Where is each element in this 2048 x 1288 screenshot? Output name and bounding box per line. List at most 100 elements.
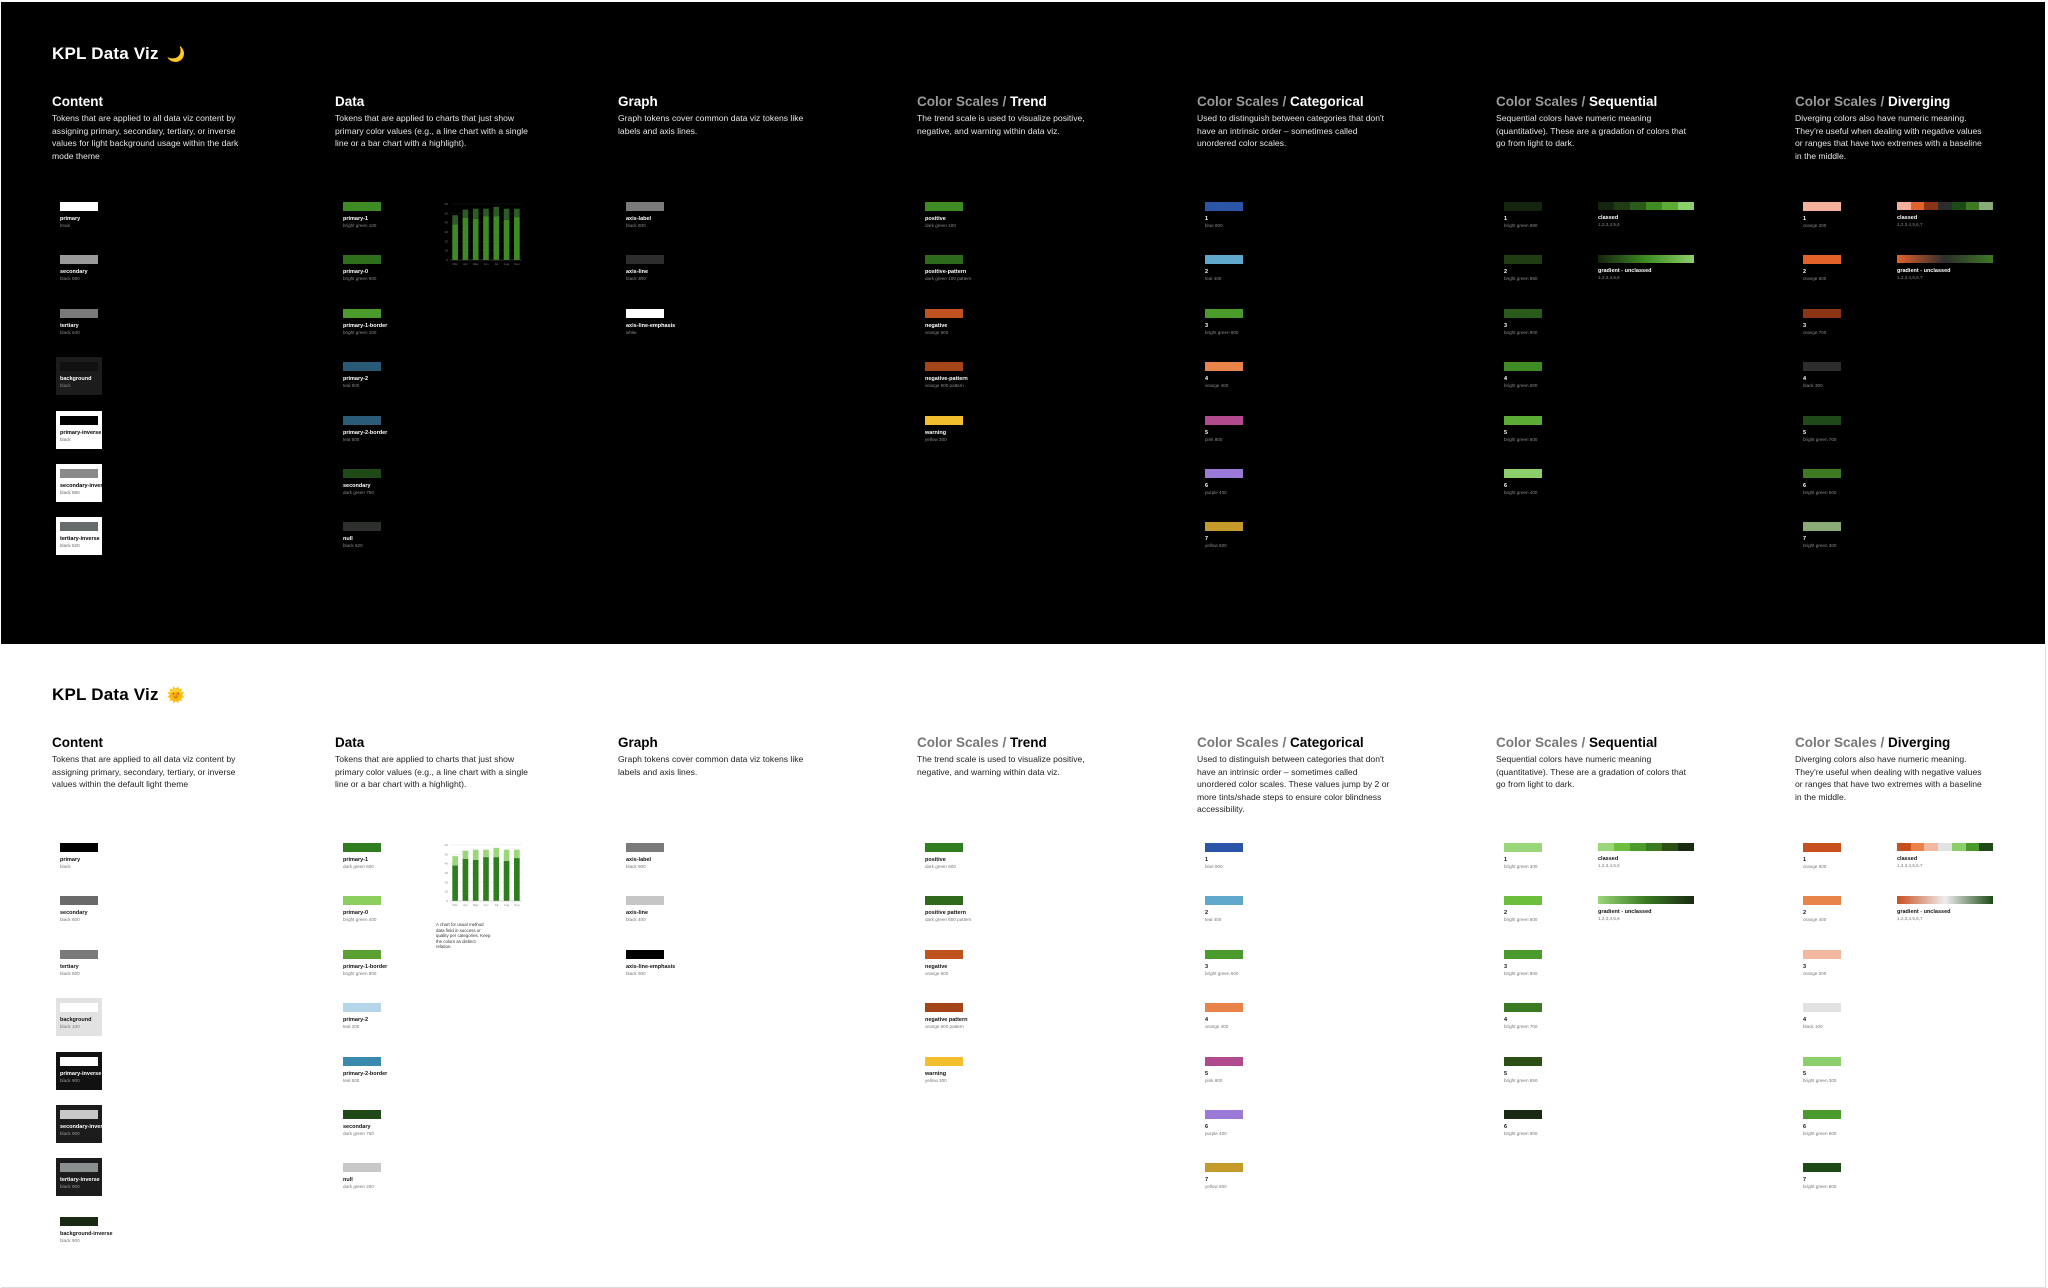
token-name: 1 [1205,216,1209,222]
sample-bar-chart: 0 10 20 30 40 50 60 Mar Apr May Jun Jul Aug Sep [445,202,522,266]
y-tick-label: 40 [445,862,449,866]
x-tick-label: Jul [494,262,498,266]
scale-step [1951,843,1966,851]
color-swatch [1205,1110,1243,1119]
token-data-1: primary-0 bright green 400 [343,896,453,922]
token-diverging-4: 5 bright green 300 [1803,1056,1913,1083]
token-name: secondary [60,269,88,276]
heading-text: Categorical [1290,735,1364,750]
token-value: bright green 400 [1504,490,1538,495]
token-name: secondary [60,910,88,917]
token-value: bright green 700 [1803,436,1837,442]
scale-sequential-1: gradient - unclassed 1,2,3,4,5,6 [1598,255,1694,280]
token-name: null [343,1177,353,1184]
token-name: 5 [1803,429,1807,436]
token-name: 4 [1803,1017,1807,1024]
token-diverging-1: 2 orange 400 [1803,896,1913,922]
token-value: black 800 [626,223,646,228]
token-trend-4: warning yellow 300 [925,1056,1035,1083]
color-swatch [60,843,98,852]
bar-segment [493,216,500,260]
token-value: bright green 600 [1504,383,1538,389]
token-categorical-6: 7 yellow 600 [1205,1163,1315,1189]
token-name: negative [925,322,948,329]
token-value: black 600 [60,917,80,923]
color-swatch [1504,1110,1542,1119]
bar-segment [493,847,500,858]
scale-step [1598,202,1614,210]
token-categorical-5: 6 purple 400 [1205,1110,1315,1136]
x-tick-label: Aug [504,262,510,266]
token-name: secondary [343,483,371,489]
token-value: black [60,383,71,389]
token-name: 7 [1803,1177,1807,1184]
token-name: 5 [1504,1070,1508,1077]
light-theme-board: KPL Data Viz 🌞 Content Tokens that are a… [1,647,2046,1288]
token-content-3: background black 100 [56,998,102,1037]
color-swatch [1504,415,1542,425]
token-name: 4 [1803,376,1807,383]
token-value: bright green 300 [1803,543,1837,549]
color-swatch [1205,1056,1243,1066]
x-tick-label: Apr [463,262,468,266]
color-swatch [1205,1003,1243,1013]
color-swatch [1205,255,1243,265]
token-name: primary-1 [343,216,369,222]
token-value: blue 600 [1205,223,1223,228]
color-swatch [626,202,664,211]
token-sequential-2: 3 bright green 800 [1504,949,1614,976]
token-name: primary-inverse [60,429,102,436]
x-tick-label: Mar [453,903,458,907]
token-name: warning [925,429,947,436]
token-value: orange 200 [1803,970,1827,976]
color-swatch [1504,469,1542,478]
token-name: primary [60,216,81,222]
token-content-5: secondary-inverse black 880 [56,464,109,502]
token-name: primary-2-border [343,429,388,436]
token-categorical-1: 2 teal 400 [1205,255,1315,281]
color-swatch [925,255,963,265]
token-value: bright green 100 [343,223,377,228]
scale-bar [1598,202,1694,210]
token-sequential-1: 2 bright green 500 [1504,896,1614,922]
color-swatch [1205,949,1243,959]
scale-step [1910,843,1925,851]
color-swatch [925,202,963,211]
color-swatch [1504,308,1542,318]
scale-step [1646,843,1662,851]
scale-bar [1897,202,1994,210]
color-swatch [343,1163,381,1173]
heading-text: Trend [1010,735,1047,750]
scale-step [1646,202,1662,210]
token-value: pink 800 [1205,436,1223,442]
token-value: dark green 750 [343,1131,374,1136]
color-swatch [1205,469,1243,478]
scale-sequential-0: classed 1,2,3,4,5,6 [1598,843,1694,868]
token-name: 4 [1205,1017,1209,1024]
token-sequential-3: 4 bright green 600 [1504,362,1614,388]
token-value: dark green 100 pattern [925,276,972,282]
token-value: teal 600 [343,436,360,442]
sample-bar-chart: 0 10 20 30 40 50 60 Mar Apr May Jun Jul Aug Sep [445,843,522,907]
token-name: 5 [1803,1070,1807,1077]
scale-step [1924,202,1939,210]
column-description: Tokens that are applied to all data viz … [52,754,236,789]
token-name: 2 [1205,910,1209,917]
token-graph-0: axis-label black 800 [626,202,736,228]
color-swatch [1205,1163,1243,1173]
token-categorical-0: 1 blue 800 [1205,843,1315,869]
heading-prefix: Color Scales / [1197,735,1291,750]
bar-segment [462,850,469,859]
token-trend-1: positive-pattern dark green 100 pattern [925,255,1035,281]
scale-step [1662,202,1678,210]
token-name: tertiary [60,322,79,329]
token-value: bright green 880 [1504,276,1538,282]
token-value: teal 200 [343,1024,360,1030]
color-swatch [1803,896,1841,906]
color-swatch [1504,843,1542,852]
token-name: primary-1-border [343,963,388,970]
token-value: yellow 300 [925,1077,947,1083]
token-name: positive [925,216,946,222]
color-swatch [1803,255,1841,265]
token-value: orange 600 [1803,276,1827,282]
